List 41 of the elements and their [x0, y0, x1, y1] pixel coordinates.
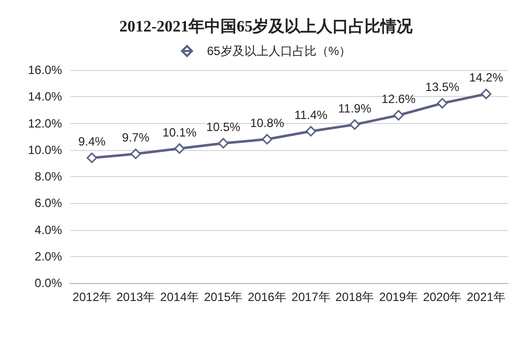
x-tick-label: 2019年: [379, 290, 418, 304]
y-tick-label: 2.0%: [34, 249, 62, 264]
point: [306, 126, 316, 136]
x-tick-label: 2016年: [248, 290, 286, 304]
y-tick-label: 10.0%: [28, 142, 62, 157]
data-label: 11.9%: [338, 101, 372, 116]
data-label: 14.2%: [469, 70, 504, 85]
point: [393, 110, 404, 121]
point: [174, 143, 185, 154]
y-tick-label: 14.0%: [28, 90, 62, 104]
data-label: 10.5%: [206, 120, 241, 134]
y-tick-label: 4.0%: [34, 222, 62, 237]
data-label: 9.7%: [122, 130, 150, 145]
x-tick-label: 2021年: [466, 290, 506, 304]
y-tick-label: 12.0%: [28, 116, 62, 130]
y-tick-label: 6.0%: [34, 196, 62, 210]
x-tick-label: 2015年: [204, 290, 243, 304]
data-label: 11.4%: [294, 108, 328, 122]
point: [262, 134, 272, 144]
y-tick-label: 0.0%: [34, 276, 62, 290]
data-label: 9.4%: [78, 134, 106, 149]
data-label: 10.8%: [250, 116, 284, 130]
point: [218, 138, 229, 148]
x-tick-label: 2017年: [292, 290, 330, 304]
x-tick-label: 2014年: [160, 290, 199, 304]
point: [349, 119, 360, 130]
y-tick-label: 8.0%: [34, 170, 62, 184]
data-label: 10.1%: [162, 125, 197, 140]
x-tick-label: 2012年: [72, 290, 112, 304]
x-tick-label: 2018年: [335, 290, 374, 304]
chart-title: 2012-2021年中国65岁及以上人口占比情况: [119, 18, 414, 36]
y-tick-label: 16.0%: [28, 63, 62, 77]
point: [86, 152, 98, 164]
x-tick-label: 2013年: [116, 290, 156, 304]
point: [130, 148, 141, 160]
point: [437, 98, 448, 109]
x-tick-label: 2020年: [422, 290, 462, 304]
legend-label: 65岁及以上人口占比（%）: [206, 44, 352, 58]
point: [480, 88, 492, 100]
data-label: 13.5%: [425, 80, 460, 94]
data-label: 12.6%: [381, 92, 416, 106]
